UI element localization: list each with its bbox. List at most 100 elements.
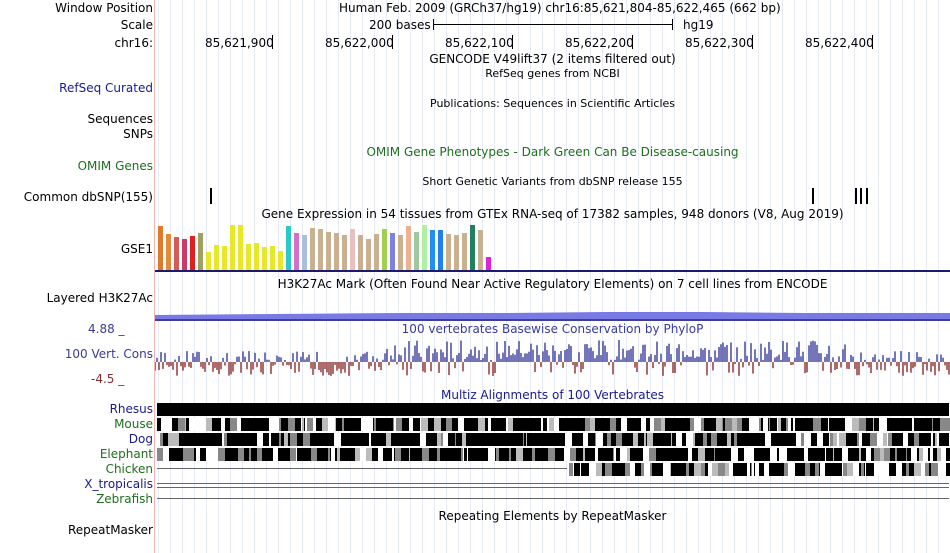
gtex-tissue-bar[interactable]	[294, 233, 299, 270]
gtex-tissue-bar[interactable]	[438, 230, 443, 270]
maf-block	[157, 418, 161, 431]
gtex-tissue-bar[interactable]	[470, 225, 475, 270]
window-position-text[interactable]: Human Feb. 2009 (GRCh37/hg19) chr16:85,6…	[339, 1, 781, 15]
snp-mark[interactable]	[866, 188, 868, 204]
refseq-label[interactable]: RefSeq Curated	[59, 81, 153, 95]
cons-label[interactable]: 100 Vert. Cons	[64, 347, 153, 361]
maf-row-dog[interactable]	[157, 433, 949, 446]
gtex-tissue-bar[interactable]	[286, 226, 291, 270]
gtex-tissue-bar[interactable]	[454, 235, 459, 270]
dbsnp-title[interactable]: Short Genetic Variants from dbSNP releas…	[422, 175, 683, 188]
conservation-plot[interactable]	[155, 334, 950, 384]
maf-block	[941, 448, 946, 461]
gtex-tissue-bar[interactable]	[222, 246, 227, 270]
gtex-tissue-bar[interactable]	[430, 230, 435, 270]
maf-block	[578, 418, 585, 431]
gtex-tissue-bar[interactable]	[326, 232, 331, 270]
gtex-tissue-bar[interactable]	[350, 229, 355, 270]
gtex-tissue-bar[interactable]	[190, 236, 195, 270]
gtex-tissue-bar[interactable]	[238, 225, 243, 270]
gtex-tissue-bar[interactable]	[278, 251, 283, 270]
gtex-tissue-bar[interactable]	[366, 239, 371, 270]
snps-label[interactable]: SNPs	[123, 127, 153, 141]
gtex-title[interactable]: Gene Expression in 54 tissues from GTEx …	[261, 207, 844, 221]
snp-mark[interactable]	[812, 188, 814, 204]
maf-block	[859, 463, 861, 476]
species-label-mouse[interactable]: Mouse	[114, 417, 153, 431]
maf-row-chicken[interactable]	[567, 463, 950, 476]
maf-block	[754, 448, 758, 461]
gencode-title[interactable]: GENCODE V49lift37 (2 items filtered out)	[429, 52, 676, 66]
gtex-tissue-bar[interactable]	[198, 233, 203, 270]
species-label-dog[interactable]: Dog	[128, 432, 153, 446]
gtex-tissue-bar[interactable]	[414, 232, 419, 270]
species-label-rhesus[interactable]: Rhesus	[109, 402, 153, 416]
snp-mark[interactable]	[860, 188, 862, 204]
gtex-tissue-bar[interactable]	[246, 244, 251, 270]
cons-title[interactable]: 100 vertebrates Basewise Conservation by…	[401, 322, 704, 336]
repeat-title[interactable]: Repeating Elements by RepeatMasker	[438, 509, 667, 523]
gtex-tissue-bar[interactable]	[406, 226, 411, 270]
sequences-label[interactable]: Sequences	[87, 112, 153, 126]
gtex-tissue-bar[interactable]	[334, 233, 339, 270]
maf-block	[171, 448, 178, 461]
gtex-tissue-bar[interactable]	[158, 226, 163, 270]
species-label-x-tropicalis[interactable]: X_tropicalis	[84, 477, 153, 491]
species-label-elephant[interactable]: Elephant	[99, 447, 153, 461]
maf-block	[549, 418, 554, 431]
gtex-tissue-bar[interactable]	[302, 235, 307, 270]
maf-block	[361, 418, 366, 431]
dbsnp-label[interactable]: Common dbSNP(155)	[23, 190, 153, 204]
gtex-tissue-bar[interactable]	[358, 235, 363, 270]
gtex-tissue-bar[interactable]	[342, 235, 347, 270]
gtex-tissue-bar[interactable]	[182, 239, 187, 270]
gtex-tissue-bar[interactable]	[422, 225, 427, 270]
omim-title[interactable]: OMIM Gene Phenotypes - Dark Green Can Be…	[366, 145, 739, 159]
multiz-title[interactable]: Multiz Alignments of 100 Vertebrates	[440, 388, 665, 402]
gtex-tissue-bar[interactable]	[166, 234, 171, 270]
maf-block	[861, 448, 865, 461]
gtex-tissue-bar[interactable]	[230, 225, 235, 270]
snp-mark[interactable]	[210, 188, 212, 204]
maf-row-rhesus[interactable]	[157, 403, 949, 416]
refseq-title[interactable]: RefSeq genes from NCBI	[485, 67, 620, 80]
h3k27-signal[interactable]	[155, 305, 950, 321]
maf-row-elephant[interactable]	[157, 448, 950, 461]
gtex-tissue-bar[interactable]	[382, 229, 387, 270]
gtex-tissue-bar[interactable]	[374, 234, 379, 270]
maf-row-mouse[interactable]	[157, 418, 950, 431]
gtex-tissue-bar[interactable]	[262, 247, 267, 270]
snp-mark[interactable]	[855, 188, 857, 204]
cons-max: 4.88 _	[88, 322, 125, 336]
gtex-label[interactable]: GSE1	[120, 242, 153, 256]
maf-block	[911, 448, 917, 461]
gtex-tissue-bar[interactable]	[174, 237, 179, 270]
gtex-tissue-bar[interactable]	[270, 246, 275, 270]
publications-title[interactable]: Publications: Sequences in Scientific Ar…	[430, 97, 675, 110]
species-label-zebrafish[interactable]: Zebrafish	[96, 492, 153, 506]
gtex-tissue-bar[interactable]	[254, 243, 259, 270]
maf-row-zebrafish[interactable]	[157, 498, 949, 499]
maf-block	[948, 433, 949, 446]
gtex-tissue-bar[interactable]	[206, 252, 211, 270]
omim-label[interactable]: OMIM Genes	[77, 159, 153, 173]
maf-block	[738, 463, 741, 476]
h3k27-label[interactable]: Layered H3K27Ac	[46, 291, 153, 305]
maf-block	[242, 418, 244, 431]
gtex-tissue-bar[interactable]	[390, 233, 395, 270]
maf-block	[852, 418, 859, 431]
species-label-chicken[interactable]: Chicken	[105, 462, 153, 476]
maf-block	[843, 418, 845, 431]
gtex-tissue-bar[interactable]	[486, 257, 491, 270]
gtex-tissue-bar[interactable]	[310, 228, 315, 270]
gtex-tissue-bar[interactable]	[398, 235, 403, 270]
repeat-label[interactable]: RepeatMasker	[67, 523, 153, 537]
maf-row-x-tropicalis[interactable]	[157, 483, 949, 484]
gtex-tissue-bar[interactable]	[478, 230, 483, 270]
h3k27-title[interactable]: H3K27Ac Mark (Often Found Near Active Re…	[277, 277, 828, 291]
gtex-tissue-bar[interactable]	[318, 229, 323, 270]
gtex-tissue-bar[interactable]	[214, 245, 219, 270]
gtex-bar-chart[interactable]	[156, 222, 536, 270]
gtex-tissue-bar[interactable]	[446, 234, 451, 270]
gtex-tissue-bar[interactable]	[462, 233, 467, 270]
